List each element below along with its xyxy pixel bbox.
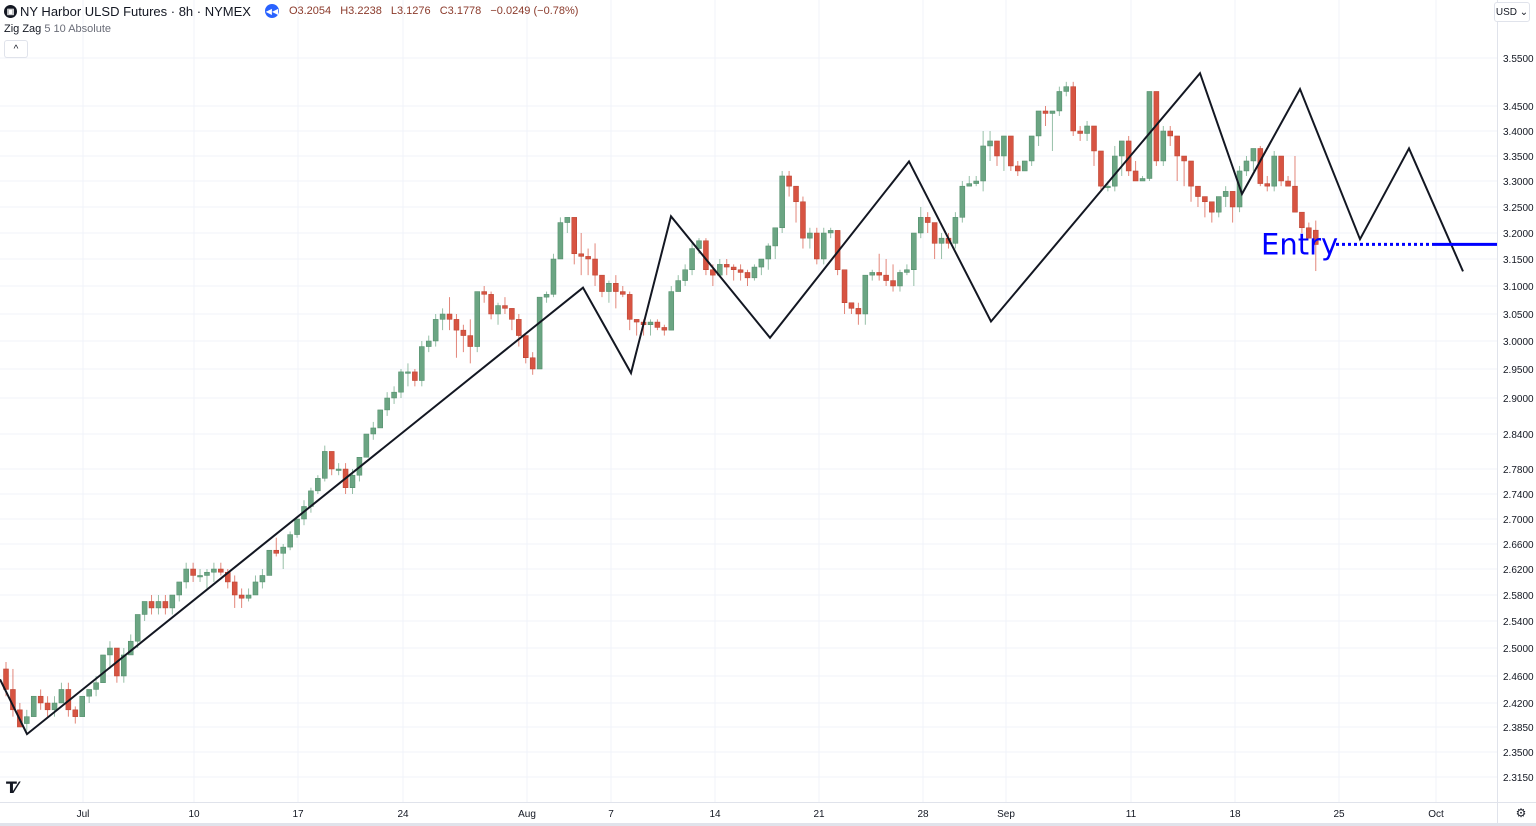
price-tick-label: 3.3500	[1503, 152, 1534, 163]
chart-header: ▣ NY Harbor ULSD Futures · 8h · NYMEX ◀◀…	[4, 2, 584, 20]
price-tick-label: 2.9500	[1503, 365, 1534, 376]
time-tick-label: 21	[813, 809, 825, 820]
price-tick-label: 2.3150	[1503, 773, 1534, 784]
candles	[3, 81, 1319, 731]
price-tick-label: 2.3500	[1503, 748, 1534, 759]
price-tick-label: 2.5800	[1503, 591, 1534, 602]
time-tick-label: Aug	[518, 809, 536, 820]
time-tick-label: Oct	[1428, 809, 1444, 820]
indicator-legend[interactable]: Zig Zag 5 10 Absolute	[4, 23, 111, 35]
time-tick-label: 25	[1333, 809, 1345, 820]
price-tick-label: 2.5400	[1503, 617, 1534, 628]
time-tick-label: 7	[608, 809, 614, 820]
indicator-params: 5 10 Absolute	[44, 23, 112, 35]
tradingview-logo-icon[interactable]: T⁄	[6, 778, 18, 797]
price-tick-label: 3.1000	[1503, 282, 1534, 293]
price-tick-label: 2.6600	[1503, 540, 1534, 551]
price-tick-label: 3.2500	[1503, 203, 1534, 214]
price-tick-label: 3.4500	[1503, 102, 1534, 113]
zigzag-line	[0, 71, 1464, 736]
price-tick-label: 2.5000	[1503, 644, 1534, 655]
symbol-title[interactable]: NY Harbor ULSD Futures · 8h · NYMEX	[20, 3, 251, 19]
price-tick-label: 2.6200	[1503, 565, 1534, 576]
price-tick-label: 2.9000	[1503, 394, 1534, 405]
ohlc-values: O3.2054 H3.2238 L3.1276 C3.1778 −0.0249 …	[289, 5, 584, 17]
time-tick-label: 28	[917, 809, 929, 820]
price-tick-label: 2.7800	[1503, 465, 1534, 476]
change-value: −0.0249 (−0.78%)	[490, 5, 579, 17]
rewind-icon[interactable]: ◀◀	[264, 4, 279, 18]
price-tick-label: 2.4600	[1503, 672, 1534, 683]
price-tick-label: 3.4000	[1503, 127, 1534, 138]
indicator-name: Zig Zag	[4, 23, 42, 35]
price-tick-label: 2.4200	[1503, 699, 1534, 710]
time-tick-label: 14	[709, 809, 721, 820]
close-value: C3.1778	[439, 5, 482, 17]
price-tick-label: 2.7400	[1503, 490, 1534, 501]
high-value: H3.2238	[340, 5, 382, 17]
time-tick-label: 10	[188, 809, 200, 820]
open-value: O3.2054	[288, 5, 332, 17]
price-tick-label: 3.2000	[1503, 229, 1534, 240]
time-tick-label: 24	[397, 809, 409, 820]
currency-select[interactable]: USD ⌄	[1494, 2, 1530, 22]
entry-label: Entry	[1261, 227, 1338, 261]
price-tick-label: 3.3000	[1503, 177, 1534, 188]
exchange-badge-icon: ▣	[4, 4, 17, 18]
time-tick-label: Jul	[77, 809, 90, 820]
price-tick-label: 3.5500	[1503, 54, 1534, 65]
price-tick-label: 3.1500	[1503, 255, 1534, 266]
gear-icon[interactable]: ⚙	[1515, 806, 1527, 820]
time-tick-label: 11	[1126, 809, 1137, 820]
grid	[0, 0, 1497, 802]
price-tick-label: 3.0500	[1503, 310, 1534, 321]
price-tick-label: 3.0000	[1503, 337, 1534, 348]
low-value: L3.1276	[390, 5, 431, 17]
time-tick-label: Sep	[997, 809, 1015, 820]
time-tick-label: 18	[1229, 809, 1241, 820]
price-tick-label: 2.8400	[1503, 430, 1534, 441]
price-tick-label: 2.3850	[1503, 723, 1534, 734]
price-tick-label: 2.7000	[1503, 515, 1534, 526]
time-tick-label: 17	[292, 809, 304, 820]
collapse-legend-button[interactable]: ^	[4, 40, 28, 58]
